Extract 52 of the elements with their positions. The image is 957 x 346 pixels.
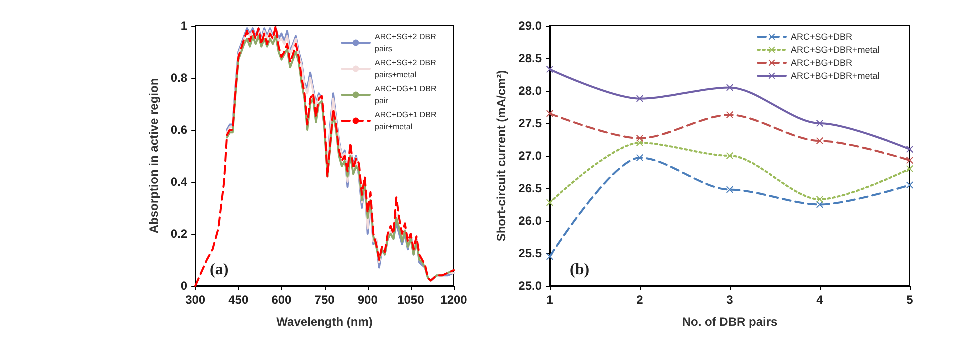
x-tick-label: 1050 — [398, 293, 425, 307]
point — [636, 134, 644, 142]
y-tick-label: 27.0 — [518, 149, 542, 163]
legend-label: ARC+SG+DBR+metal — [791, 45, 880, 55]
annotation: (b) — [570, 262, 590, 278]
legend-label: ARC+SG+DBR — [791, 32, 854, 42]
x-tick-label: 300 — [186, 293, 206, 307]
x-tick-label: 2 — [636, 293, 644, 307]
y-tick-label: 0.8 — [170, 71, 188, 85]
point — [816, 196, 824, 204]
x-tick-label: 900 — [358, 293, 378, 307]
x-tick-label: 600 — [272, 293, 292, 307]
y-tick-label: 0 — [180, 279, 188, 293]
x-tick-label: 1200 — [440, 293, 468, 307]
x-tick-label: 750 — [314, 293, 336, 307]
point — [906, 157, 914, 164]
x-axis-title: Wavelength (nm) — [276, 315, 373, 329]
y-tick-label: 0.6 — [170, 123, 188, 137]
y-tick-label: 25.0 — [518, 279, 542, 293]
legend-label: ARC+SG+2 DBR pairs — [375, 32, 439, 54]
point — [726, 112, 734, 119]
point — [816, 138, 824, 145]
x-tick-label: 450 — [228, 293, 249, 307]
y-tick-label: 0.4 — [170, 175, 188, 189]
point — [636, 154, 644, 162]
x-tick-label: 5 — [906, 293, 914, 307]
y-tick-label: 28.0 — [518, 84, 542, 98]
y-tick-label: 29.0 — [518, 19, 542, 33]
y-tick-label: 26.0 — [518, 214, 542, 228]
y-tick-label: 25.5 — [518, 246, 542, 260]
x-tick-label: 3 — [726, 293, 734, 307]
y-tick-label: 1 — [180, 19, 188, 33]
annotation: (a) — [210, 262, 229, 278]
legend-label: ARC+DG+1 DBR pair+metal — [375, 110, 440, 132]
point — [906, 166, 914, 172]
legend-label: ARC+BG+DBR — [791, 58, 854, 68]
y-tick-label: 28.5 — [518, 52, 542, 66]
legend-label: ARC+BG+DBR+metal — [791, 71, 880, 81]
y-axis-title: Short-circuit current (mA/cm²) — [494, 70, 509, 242]
point — [726, 152, 734, 160]
x-tick-label: 4 — [816, 293, 824, 307]
y-tick-label: 27.5 — [518, 116, 542, 130]
y-tick-label: 0.2 — [170, 227, 188, 241]
x-axis-title: No. of DBR pairs — [682, 315, 778, 329]
y-tick-label: 26.5 — [518, 182, 542, 196]
point — [546, 66, 554, 74]
y-axis-title: Absorption in active region — [147, 78, 161, 234]
legend-label: ARC+SG+2 DBR pairs+metal — [375, 58, 439, 80]
legend-label: ARC+DG+1 DBR pair — [375, 84, 440, 106]
x-tick-label: 1 — [546, 293, 554, 307]
point — [906, 146, 914, 153]
point — [816, 120, 824, 127]
